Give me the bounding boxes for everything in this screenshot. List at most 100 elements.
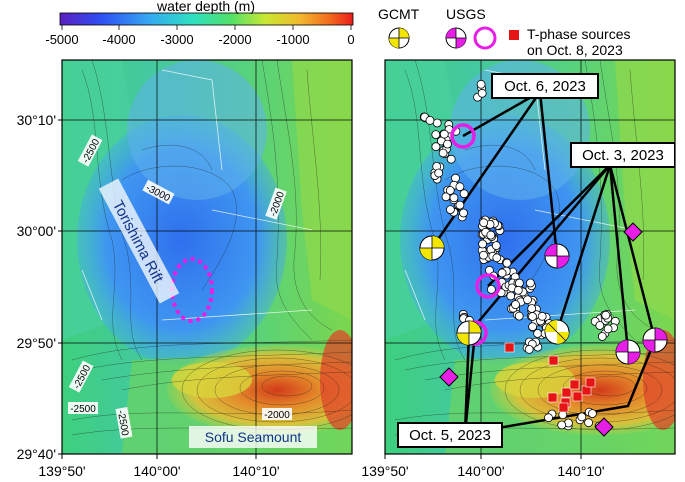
tphase-source-icon [585, 377, 596, 388]
lat-tick-label: 30°00' [17, 223, 56, 239]
legend-gcmt-beachball-icon [388, 27, 410, 49]
legend-tphase-label-line1: T-phase sources [527, 26, 631, 42]
seismicity-point [477, 88, 487, 98]
usgs-beachball-icon [642, 327, 668, 353]
seismicity-point [584, 418, 593, 428]
seismicity-point [479, 250, 488, 260]
gcmt-beachball-icon [419, 235, 445, 261]
seismicity-point [511, 300, 520, 310]
lon-tick-label: 140°00' [133, 463, 180, 479]
seamount-label: Sofu Seamount [205, 429, 302, 445]
left-map-panel: -2500 -3000 -2000 -2500 -2500 [61, 59, 353, 455]
seismicity-point [446, 154, 456, 164]
colorbar-tick: -2000 [218, 32, 251, 47]
colorbar: water depth (m) -5000 -4000 -3000 -2000 … [45, 0, 354, 47]
seismicity-point [528, 312, 537, 321]
seismicity-point [526, 278, 535, 288]
tphase-source-icon [569, 379, 580, 390]
seismicity-point [528, 322, 537, 332]
colorbar-tick: 0 [347, 32, 354, 47]
contour-label: -2000 [264, 410, 290, 421]
gcmt-beachball-icon [544, 319, 570, 345]
seismicity-point [513, 285, 523, 295]
colorbar-tick: -5000 [45, 32, 78, 47]
seismicity-point [449, 193, 459, 203]
axis-labels: 30°10' 30°00' 29°50' 29°40' 139°50' 140°… [17, 112, 605, 479]
seismicity-point [502, 258, 512, 268]
gcmt-beachball-icon [456, 320, 482, 346]
seismicity-point [523, 295, 532, 305]
seismicity-point [455, 200, 465, 210]
usgs-beachball-icon [544, 243, 570, 269]
colorbar-tick: -3000 [160, 32, 193, 47]
seismicity-point [497, 268, 507, 278]
lat-tick-label: 29°40' [17, 446, 56, 462]
event-label-text: Oct. 5, 2023 [409, 427, 491, 444]
event-label-oct3: Oct. 3, 2023 [570, 142, 675, 168]
seismicity-point [445, 205, 455, 215]
legend-gcmt-label: GCMT [378, 6, 420, 22]
seismicity-point [431, 130, 441, 140]
seismicity-point [595, 321, 605, 330]
usgs-location-icon [450, 123, 476, 149]
contour-label: -2500 [115, 410, 130, 438]
seismicity-point [455, 182, 465, 192]
legend-usgs-label: USGS [446, 6, 486, 22]
seismicity-point [476, 79, 486, 89]
seismicity-point [425, 116, 435, 125]
seismicity-point [439, 129, 449, 139]
seismicity-point [527, 304, 537, 313]
legend: GCMT USGS T-phase sources on Oct. 8, 202… [378, 6, 631, 58]
legend-usgs-location-icon [473, 26, 497, 50]
seismicity-point [597, 332, 607, 341]
tphase-sources [504, 342, 596, 413]
tphase-source-icon [561, 387, 572, 398]
seismicity-point [588, 409, 597, 419]
event-label-text: Oct. 6, 2023 [504, 78, 586, 95]
lon-tick-label: 139°50' [361, 463, 408, 479]
seismicity-point [577, 412, 587, 422]
tphase-source-icon [558, 402, 569, 413]
event-label-oct6: Oct. 6, 2023 [491, 73, 599, 99]
seismicity-point [491, 241, 501, 251]
colorbar-title: water depth (m) [156, 0, 255, 14]
seismicity-point [506, 291, 516, 301]
usgs-location-circles [450, 123, 501, 346]
seamount-label-box: Sofu Seamount [189, 426, 317, 448]
seismicity-point [514, 311, 524, 321]
lon-tick-label: 140°10' [557, 463, 604, 479]
lat-tick-label: 30°10' [17, 112, 56, 128]
tphase-source-icon [547, 392, 558, 403]
seismicity-point [533, 329, 542, 338]
tphase-source-icon [572, 391, 583, 402]
seismicity-point [486, 284, 496, 294]
seismicity-point [432, 118, 442, 128]
legend-usgs-beachball-icon [445, 27, 467, 49]
seismicity-points [419, 79, 620, 431]
colorbar-tick: -4000 [102, 32, 135, 47]
seismicity-point [434, 168, 444, 178]
seismicity-point [515, 278, 524, 288]
left-panel-frame [61, 59, 353, 455]
seismicity-point [524, 344, 534, 354]
seismicity-point [443, 139, 452, 149]
diamond-marker-icon [439, 367, 459, 387]
diamond-marker-icon [594, 417, 614, 437]
seismicity-point [544, 413, 553, 423]
seismicity-point [557, 420, 567, 430]
seismicity-point [438, 148, 448, 158]
colorbar-scale [59, 12, 354, 26]
usgs-location-icon [475, 273, 501, 299]
seismicity-point [431, 142, 441, 152]
tphase-source-icon [548, 355, 559, 366]
seismicity-point [601, 310, 611, 320]
event-label-oct5: Oct. 5, 2023 [397, 422, 503, 448]
right-panel-frame [384, 59, 676, 455]
seismicity-point [486, 230, 496, 240]
seismicity-point [537, 311, 547, 321]
axis-ticks [58, 119, 582, 459]
seismicity-point [478, 239, 488, 249]
seismicity-point [603, 324, 613, 334]
event-label-text: Oct. 3, 2023 [582, 147, 664, 164]
